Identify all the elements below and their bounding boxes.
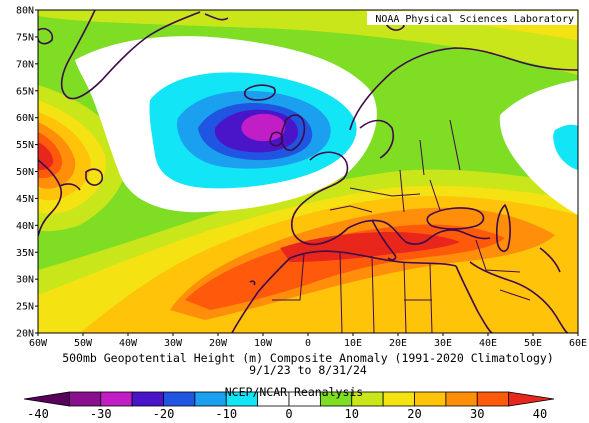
- lat-tick-label: 75N: [16, 32, 34, 43]
- lon-tick-label: 40W: [119, 338, 138, 349]
- lon-tick-label: 20E: [389, 338, 407, 349]
- colorbar-tick-label: 20: [407, 407, 421, 421]
- anomaly-field: [38, 10, 578, 333]
- lat-tick-label: 25N: [16, 302, 34, 313]
- lat-tick-label: 50N: [16, 167, 34, 178]
- colorbar-segment: [100, 391, 133, 407]
- lat-tick-label: 20N: [16, 329, 34, 340]
- lat-tick-label: 60N: [16, 113, 34, 124]
- country-borders: [272, 119, 531, 333]
- lon-tick-label: 10E: [344, 338, 362, 349]
- colorbar-tick-label: 30: [470, 407, 484, 421]
- lat-tick-label: 65N: [16, 86, 34, 97]
- lat-tick-label: 55N: [16, 140, 34, 151]
- coastlines: [38, 10, 578, 333]
- lat-tick-label: 40N: [16, 221, 34, 232]
- colorbar-tick-label: -30: [90, 407, 112, 421]
- colorbar-segment: [508, 391, 555, 407]
- colorbar-segment: [163, 391, 196, 407]
- lon-tick-label: 10W: [254, 338, 273, 349]
- lat-tick-label: 45N: [16, 194, 34, 205]
- colorbar-tick-label: -40: [27, 407, 49, 421]
- map-title-line1: 500mb Geopotential Height (m) Composite …: [62, 351, 554, 365]
- colorbar-segment: [68, 391, 102, 407]
- lat-tick-label: 80N: [16, 6, 34, 17]
- colorbar-segment: [445, 391, 478, 407]
- colorbar-segment: [131, 391, 164, 407]
- colorbar-segment: [194, 391, 227, 407]
- lon-tick-label: 0: [305, 338, 311, 349]
- colorbar-tick-label: 0: [285, 407, 292, 421]
- lon-tick-label: 50E: [524, 338, 542, 349]
- colorbar-tick-label: 40: [533, 407, 547, 421]
- lon-tick-label: 30E: [434, 338, 452, 349]
- colorbar-tick-labels: -40 -30 -20 -10 0 10 20 30 40: [27, 407, 547, 421]
- map-title-line2: 9/1/23 to 8/31/24: [249, 363, 367, 377]
- lon-tick-label: 60E: [569, 338, 587, 349]
- lon-tick-label: 30W: [164, 338, 183, 349]
- lat-tick-label: 30N: [16, 275, 34, 286]
- longitude-axis: 60W 50W 40W 30W 20W 10W 0 10E 20E 30E 40E 50E 60E: [29, 333, 587, 349]
- colorbar-tick-label: -10: [215, 407, 237, 421]
- latitude-axis: 80N 75N 70N 65N 60N 55N 50N 45N 40N 35N 30N 25N 20N: [16, 6, 38, 340]
- colorbar-segment: [476, 391, 510, 407]
- lon-tick-label: 40E: [479, 338, 497, 349]
- colorbar-tick-label: -20: [153, 407, 175, 421]
- colorbar: [23, 391, 555, 407]
- credit-box: [367, 11, 577, 25]
- lat-tick-label: 70N: [16, 59, 34, 70]
- source-label: NCEP/NCAR Reanalysis: [225, 385, 363, 399]
- lon-tick-label: 20W: [209, 338, 228, 349]
- colorbar-tick-label: 10: [345, 407, 359, 421]
- colorbar-segment: [414, 391, 447, 407]
- credit-text: NOAA Physical Sciences Laboratory: [375, 14, 574, 25]
- lon-tick-label: 60W: [29, 338, 48, 349]
- colorbar-segment: [23, 391, 70, 407]
- lat-tick-label: 35N: [16, 248, 34, 259]
- colorbar-segment: [382, 391, 415, 407]
- lon-tick-label: 50W: [74, 338, 93, 349]
